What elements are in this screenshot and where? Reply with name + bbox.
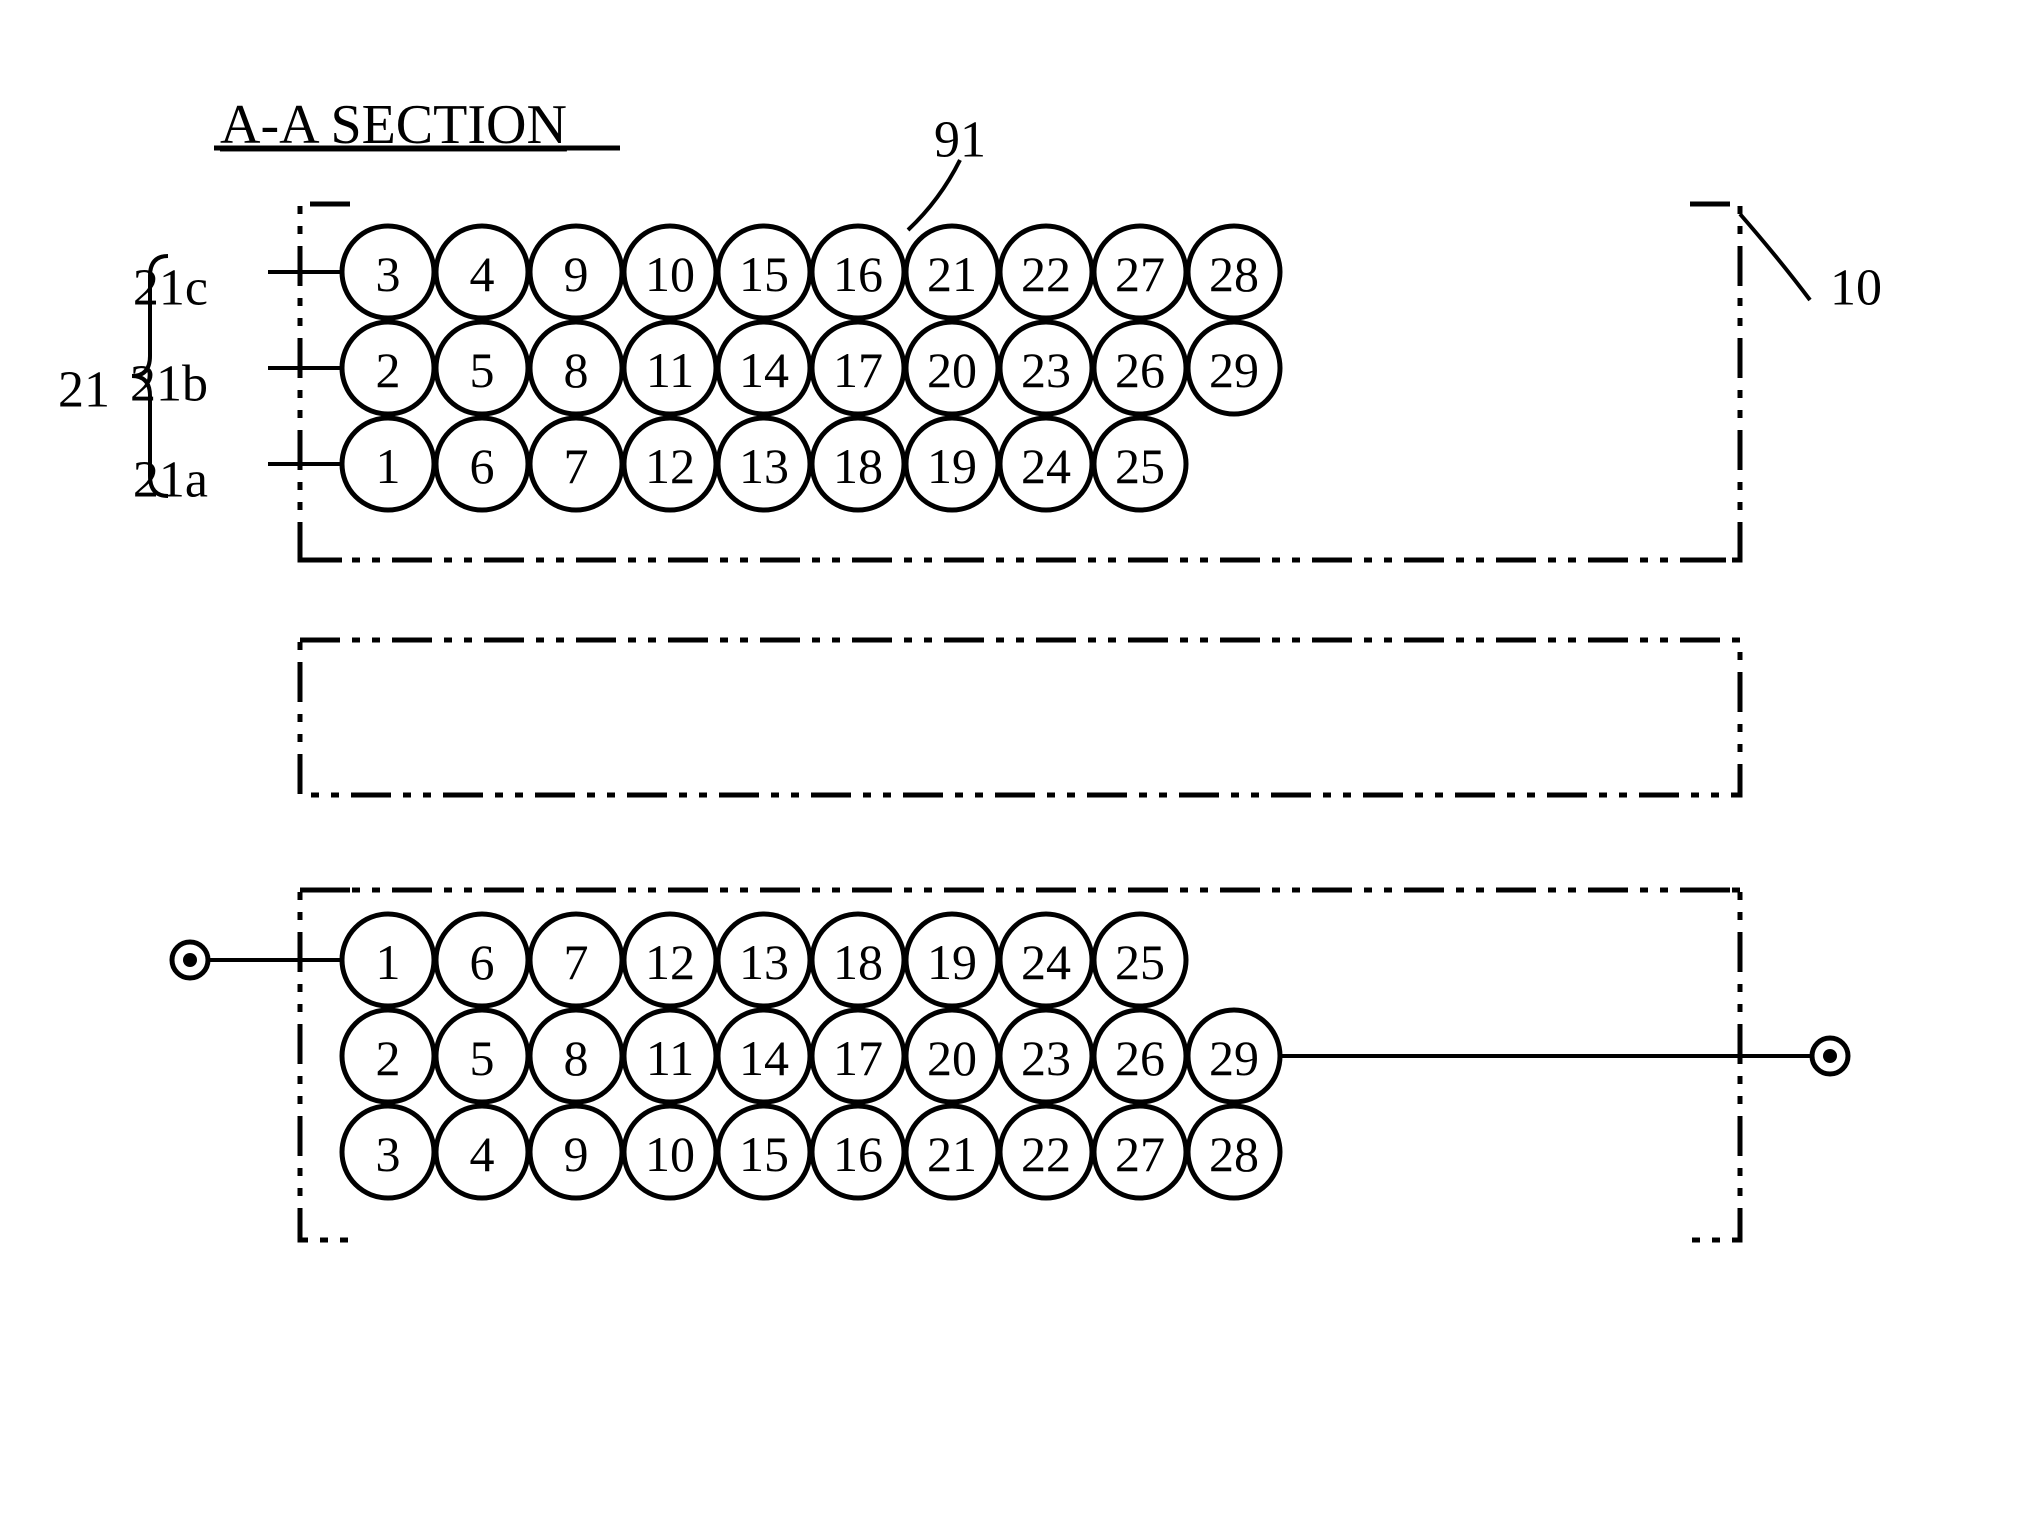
- bottom_block-turn-label: 9: [564, 1126, 589, 1182]
- bottom_block-turn-label: 27: [1115, 1126, 1165, 1182]
- bottom_block-turn-label: 7: [564, 934, 589, 990]
- diagram-svg: A-A SECTION 3491015162122272825811141720…: [0, 0, 2022, 1535]
- bottom_block-turn-label: 21: [927, 1126, 977, 1182]
- bottom_block-turn-label: 13: [739, 934, 789, 990]
- top_block-turn-label: 18: [833, 438, 883, 494]
- ref-label-r21a: 21a: [133, 452, 208, 509]
- top_block-turn-label: 22: [1021, 246, 1071, 302]
- dash-bracket-right: [1690, 204, 1740, 560]
- bottom_block-turn-label: 23: [1021, 1030, 1071, 1086]
- bottom_block-turn-label: 4: [470, 1126, 495, 1182]
- top_block-turn-label: 28: [1209, 246, 1259, 302]
- top_block-turn-label: 4: [470, 246, 495, 302]
- top_block-turn-label: 25: [1115, 438, 1165, 494]
- bottom_block-turn-label: 18: [833, 934, 883, 990]
- top_block-turn-label: 11: [646, 342, 694, 398]
- top_block-turn-label: 13: [739, 438, 789, 494]
- ref-label-r21: 21: [58, 362, 110, 419]
- terminal-icon-dot: [1823, 1049, 1837, 1063]
- ref-label-r10: 10: [1830, 260, 1882, 317]
- top_block-turn-label: 21: [927, 246, 977, 302]
- bottom_block-turn-label: 24: [1021, 934, 1071, 990]
- terminal-icon-dot: [183, 953, 197, 967]
- top_block-turn-label: 5: [470, 342, 495, 398]
- bottom_block-turn-label: 19: [927, 934, 977, 990]
- top_block-turn-label: 9: [564, 246, 589, 302]
- bottom_block-turn-label: 8: [564, 1030, 589, 1086]
- top_block-turn-label: 3: [376, 246, 401, 302]
- top_block-turn-label: 2: [376, 342, 401, 398]
- top_block-turn-label: 19: [927, 438, 977, 494]
- bottom_block-turn-label: 1: [376, 934, 401, 990]
- top_block-turn-label: 16: [833, 246, 883, 302]
- bottom_block-turn-label: 14: [739, 1030, 789, 1086]
- coil-circles: 3491015162122272825811141720232629167121…: [342, 226, 1280, 1198]
- top_block-turn-label: 23: [1021, 342, 1071, 398]
- top_block-turn-label: 17: [833, 342, 883, 398]
- bottom_block-turn-label: 6: [470, 934, 495, 990]
- bottom_block-turn-label: 5: [470, 1030, 495, 1086]
- bottom_block-turn-label: 17: [833, 1030, 883, 1086]
- top_block-turn-label: 24: [1021, 438, 1071, 494]
- top_block-turn-label: 1: [376, 438, 401, 494]
- bottom_block-turn-label: 2: [376, 1030, 401, 1086]
- leader-line: [1740, 214, 1810, 300]
- bottom_block-turn-label: 28: [1209, 1126, 1259, 1182]
- top_block-turn-label: 6: [470, 438, 495, 494]
- dash-bracket-right: [1690, 890, 1740, 1240]
- mid-dash-rect: [300, 640, 1740, 795]
- top_block-turn-label: 15: [739, 246, 789, 302]
- top_block-turn-label: 20: [927, 342, 977, 398]
- bottom_block-turn-label: 26: [1115, 1030, 1165, 1086]
- top_block-turn-label: 26: [1115, 342, 1165, 398]
- bottom_block-turn-label: 12: [645, 934, 695, 990]
- ref-label-r21c: 21c: [133, 260, 208, 317]
- bottom_block-turn-label: 29: [1209, 1030, 1259, 1086]
- bottom_block-turn-label: 25: [1115, 934, 1165, 990]
- ref-label-r21b: 21b: [130, 356, 208, 413]
- bottom_block-turn-label: 22: [1021, 1126, 1071, 1182]
- top_block-turn-label: 10: [645, 246, 695, 302]
- bottom_block-turn-label: 11: [646, 1030, 694, 1086]
- top_block-turn-label: 29: [1209, 342, 1259, 398]
- leader-line: [908, 160, 960, 230]
- bottom_block-turn-label: 15: [739, 1126, 789, 1182]
- bottom_block-turn-label: 3: [376, 1126, 401, 1182]
- top_block-turn-label: 12: [645, 438, 695, 494]
- bottom_block-turn-label: 20: [927, 1030, 977, 1086]
- top_block-turn-label: 14: [739, 342, 789, 398]
- top_block-turn-label: 8: [564, 342, 589, 398]
- ref-label-r91: 91: [934, 112, 986, 169]
- top_block-turn-label: 7: [564, 438, 589, 494]
- top_block-turn-label: 27: [1115, 246, 1165, 302]
- bottom_block-turn-label: 16: [833, 1126, 883, 1182]
- bottom_block-turn-label: 10: [645, 1126, 695, 1182]
